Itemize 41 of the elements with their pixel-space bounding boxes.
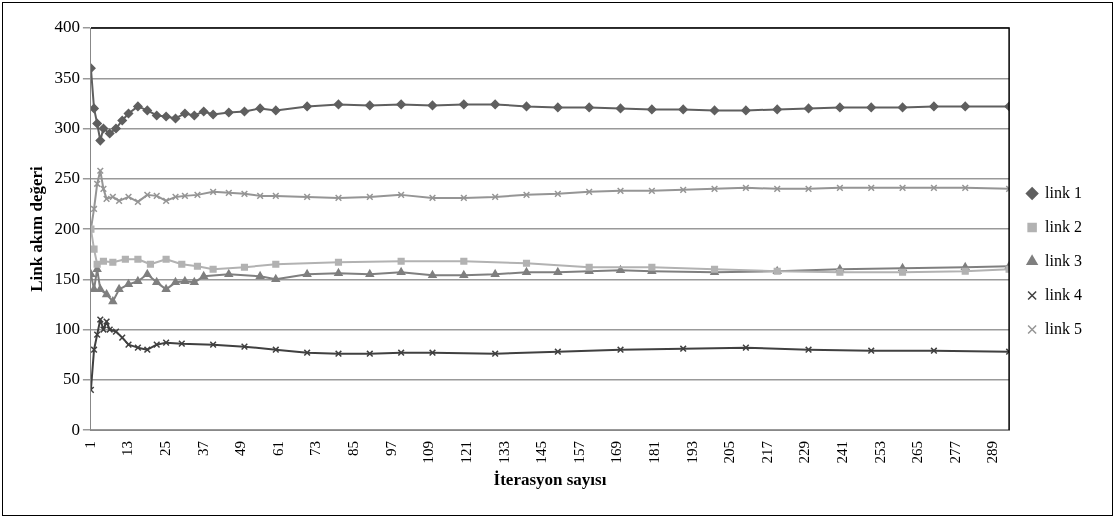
x-tick-label: 73: [307, 441, 324, 457]
x-tick-label: 49: [232, 441, 249, 457]
x-tick-label: 289: [984, 441, 1001, 464]
legend-label: link 1: [1045, 183, 1082, 201]
x-tick-label: 133: [495, 441, 512, 464]
x-tick-label: 145: [533, 441, 550, 464]
x-tick-label: 1: [81, 441, 98, 449]
x-axis-title: İterasyon sayısı: [493, 470, 607, 490]
x-tick-label: 157: [570, 440, 587, 464]
x-tick-label: 25: [157, 441, 174, 457]
x-tick-label: 13: [119, 441, 136, 457]
x-tick-label: 241: [833, 441, 850, 464]
x-tick-label: 37: [194, 440, 211, 457]
x-tick-label: 109: [420, 441, 437, 464]
x-tick-label: 61: [269, 441, 286, 457]
x-tick-label: 193: [683, 441, 700, 464]
x-tick-label: 97: [382, 440, 399, 457]
x-tick-label: 229: [796, 441, 813, 464]
x-tick-label: 121: [457, 441, 474, 464]
y-tick-label: 100: [54, 319, 80, 339]
y-tick-label: 200: [54, 218, 80, 238]
x-tick-label: 253: [871, 441, 888, 464]
y-tick-label: 300: [54, 117, 80, 137]
legend-label: link 3: [1045, 251, 1082, 269]
y-tick-label: 250: [54, 168, 80, 188]
y-tick-label: 150: [54, 268, 80, 288]
y-tick-label: 50: [62, 369, 80, 389]
y-tick-label: 0: [71, 419, 80, 439]
legend-label: link 4: [1045, 285, 1082, 303]
x-tick-label: 181: [645, 441, 662, 464]
x-tick-label: 217: [758, 440, 775, 464]
x-tick-label: 277: [946, 440, 963, 464]
x-tick-label: 169: [608, 441, 625, 464]
y-axis-title: Link akım değeri: [26, 165, 46, 292]
legend-label: link 2: [1045, 217, 1082, 235]
y-tick-label: 400: [54, 17, 80, 37]
x-tick-label: 205: [721, 441, 738, 464]
y-tick-label: 350: [54, 67, 80, 87]
x-tick-label: 85: [345, 441, 362, 457]
x-tick-label: 265: [909, 441, 926, 464]
legend-label: link 5: [1045, 319, 1082, 337]
